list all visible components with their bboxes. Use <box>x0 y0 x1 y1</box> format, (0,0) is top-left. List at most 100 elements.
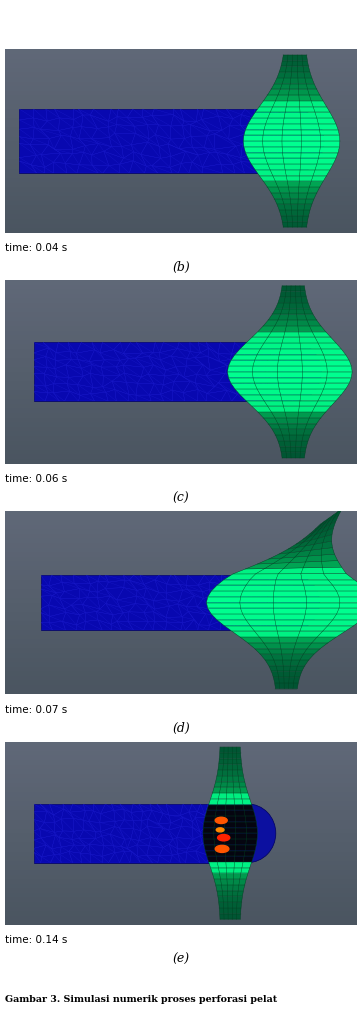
Bar <box>5 760 357 764</box>
Bar <box>5 584 357 589</box>
Bar <box>5 413 357 418</box>
Bar <box>5 210 357 214</box>
Polygon shape <box>240 394 341 401</box>
Bar <box>5 801 357 805</box>
Polygon shape <box>224 625 354 631</box>
Bar <box>5 589 357 593</box>
Polygon shape <box>205 851 255 856</box>
Polygon shape <box>281 285 305 291</box>
Bar <box>5 422 357 426</box>
Bar <box>5 299 357 303</box>
Polygon shape <box>208 609 362 614</box>
Polygon shape <box>243 141 340 147</box>
Bar <box>5 805 357 811</box>
Bar <box>5 284 357 289</box>
Polygon shape <box>220 747 241 753</box>
Bar <box>5 649 357 653</box>
Polygon shape <box>219 908 241 914</box>
Bar <box>5 912 357 916</box>
Bar <box>5 672 357 676</box>
Circle shape <box>215 817 227 824</box>
Polygon shape <box>233 568 346 574</box>
Text: (c): (c) <box>173 491 189 505</box>
Bar <box>5 123 357 128</box>
Polygon shape <box>211 585 362 591</box>
Polygon shape <box>296 528 333 544</box>
Bar <box>5 445 357 450</box>
Polygon shape <box>224 574 354 580</box>
Bar <box>5 884 357 888</box>
Bar <box>5 552 357 556</box>
Bar <box>5 289 357 294</box>
Bar <box>5 571 357 575</box>
Polygon shape <box>219 758 241 764</box>
Polygon shape <box>269 548 334 559</box>
Polygon shape <box>235 389 346 394</box>
Bar <box>5 865 357 870</box>
Bar <box>5 81 357 87</box>
Bar <box>5 187 357 192</box>
Bar <box>5 746 357 751</box>
Polygon shape <box>207 856 253 862</box>
Bar <box>5 385 357 390</box>
Bar <box>5 539 357 543</box>
Polygon shape <box>204 845 256 851</box>
Bar <box>5 109 357 113</box>
Bar <box>5 690 357 694</box>
Bar <box>5 616 357 621</box>
Polygon shape <box>248 159 336 164</box>
Polygon shape <box>217 580 362 585</box>
Polygon shape <box>217 620 362 625</box>
Bar <box>5 303 357 308</box>
Bar <box>5 150 357 154</box>
Bar <box>5 742 357 746</box>
Polygon shape <box>218 896 243 902</box>
Circle shape <box>216 828 224 832</box>
Polygon shape <box>246 401 336 406</box>
Circle shape <box>215 846 229 853</box>
Polygon shape <box>279 66 310 72</box>
Bar <box>5 880 357 884</box>
Polygon shape <box>214 880 246 885</box>
Bar <box>5 145 357 150</box>
Bar <box>5 169 357 173</box>
Bar <box>5 224 357 229</box>
Text: (b): (b) <box>172 261 190 274</box>
Bar <box>5 515 357 520</box>
Polygon shape <box>259 175 327 181</box>
Bar <box>34 804 248 862</box>
Polygon shape <box>251 164 333 170</box>
Bar <box>5 113 357 118</box>
Bar <box>5 312 357 317</box>
Bar <box>5 783 357 787</box>
Polygon shape <box>203 822 257 827</box>
Bar <box>5 160 357 164</box>
Bar <box>5 815 357 820</box>
Bar <box>5 394 357 400</box>
Polygon shape <box>203 827 257 833</box>
Polygon shape <box>228 366 352 372</box>
Bar <box>5 137 357 141</box>
Circle shape <box>218 834 230 840</box>
Bar <box>5 132 357 137</box>
Bar <box>5 229 357 233</box>
Polygon shape <box>231 354 349 360</box>
Bar <box>5 173 357 178</box>
Bar <box>5 426 357 432</box>
Bar <box>5 331 357 335</box>
Bar <box>5 774 357 779</box>
Bar <box>5 630 357 634</box>
Bar <box>5 769 357 774</box>
Bar <box>5 644 357 649</box>
Bar <box>5 824 357 829</box>
Bar <box>5 432 357 436</box>
Bar <box>5 820 357 824</box>
Bar <box>5 72 357 77</box>
Bar <box>5 625 357 630</box>
Bar <box>5 916 357 921</box>
Polygon shape <box>280 447 306 452</box>
Polygon shape <box>274 78 314 83</box>
Bar <box>5 897 357 902</box>
Bar <box>5 792 357 796</box>
Polygon shape <box>281 61 308 66</box>
